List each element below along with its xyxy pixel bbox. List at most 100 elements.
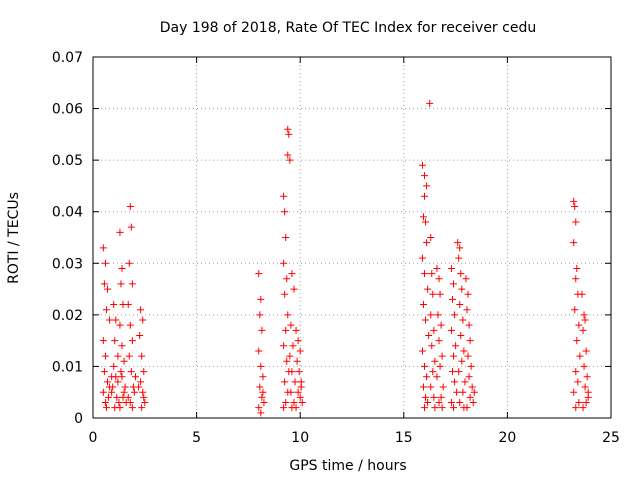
x-tick-label: 0 xyxy=(89,430,98,446)
data-point xyxy=(435,399,443,407)
data-point xyxy=(105,393,113,401)
data-point xyxy=(138,404,146,412)
data-point xyxy=(457,331,465,339)
data-point xyxy=(571,203,579,211)
data-point xyxy=(118,373,126,381)
data-point xyxy=(456,301,464,309)
data-point xyxy=(464,352,472,360)
x-axis-ticks: 0 5 10 15 20 25 xyxy=(89,57,620,446)
data-point xyxy=(126,321,134,329)
data-point xyxy=(459,316,467,324)
data-point xyxy=(138,352,146,360)
data-point xyxy=(583,373,591,381)
data-point xyxy=(140,368,148,376)
data-point xyxy=(125,352,133,360)
data-point xyxy=(255,404,263,412)
data-point xyxy=(452,342,460,350)
data-point xyxy=(463,404,471,412)
data-point xyxy=(581,316,589,324)
data-point xyxy=(448,368,456,376)
data-point xyxy=(106,316,114,324)
chart-title: Day 198 of 2018, Rate Of TEC Index for r… xyxy=(160,20,536,36)
y-tick-label: 0.02 xyxy=(52,308,83,324)
data-point xyxy=(431,404,439,412)
data-point xyxy=(104,378,112,386)
data-point xyxy=(281,290,289,298)
data-point xyxy=(579,326,587,334)
data-point xyxy=(571,306,579,314)
data-point xyxy=(450,404,458,412)
data-point xyxy=(141,399,149,407)
data-point xyxy=(422,316,430,324)
data-point xyxy=(421,362,429,370)
data-point xyxy=(127,368,135,376)
data-point xyxy=(117,280,125,288)
data-point xyxy=(112,373,120,381)
y-tick-label: 0.01 xyxy=(52,359,83,375)
data-point xyxy=(255,270,263,278)
data-point xyxy=(124,393,132,401)
data-point xyxy=(258,393,266,401)
data-point xyxy=(436,290,444,298)
y-tick-label: 0.04 xyxy=(52,205,83,221)
data-point xyxy=(128,337,136,345)
data-point xyxy=(287,321,295,329)
y-tick-label: 0 xyxy=(74,411,83,427)
data-point xyxy=(581,383,589,391)
data-point xyxy=(116,404,124,412)
data-point xyxy=(114,352,122,360)
data-point xyxy=(461,378,469,386)
data-point xyxy=(116,228,124,236)
data-point xyxy=(578,290,586,298)
data-point xyxy=(574,378,582,386)
data-point xyxy=(422,218,430,226)
data-point xyxy=(112,316,120,324)
data-point xyxy=(465,373,473,381)
data-point xyxy=(256,311,264,319)
data-point xyxy=(124,301,132,309)
data-point xyxy=(436,362,444,370)
data-points xyxy=(99,99,592,417)
data-point xyxy=(450,280,458,288)
data-point xyxy=(139,316,147,324)
data-point xyxy=(288,368,296,376)
data-point xyxy=(423,373,431,381)
data-point xyxy=(448,295,456,303)
data-point xyxy=(135,383,143,391)
data-point xyxy=(464,290,472,298)
data-point xyxy=(111,337,119,345)
data-point xyxy=(572,275,580,283)
data-point xyxy=(465,321,473,329)
x-tick-label: 25 xyxy=(602,430,620,446)
data-point xyxy=(285,130,293,138)
data-point xyxy=(418,161,426,169)
data-point xyxy=(136,331,144,339)
data-point xyxy=(292,326,300,334)
data-point xyxy=(570,388,578,396)
data-point xyxy=(99,244,107,252)
data-point xyxy=(580,362,588,370)
x-axis-label: GPS time / hours xyxy=(289,458,406,474)
data-point xyxy=(427,383,435,391)
data-point xyxy=(435,337,443,345)
data-point xyxy=(286,156,294,164)
data-point xyxy=(418,347,426,355)
data-point xyxy=(294,337,302,345)
data-point xyxy=(120,357,128,365)
data-point xyxy=(458,357,466,365)
data-point xyxy=(126,399,134,407)
data-point xyxy=(283,357,291,365)
data-point xyxy=(257,409,265,417)
data-point xyxy=(284,311,292,319)
data-point xyxy=(259,373,267,381)
data-point xyxy=(282,234,290,241)
data-point xyxy=(438,352,446,360)
data-point xyxy=(280,404,288,412)
data-point xyxy=(140,393,148,401)
data-point xyxy=(113,393,121,401)
data-point xyxy=(424,399,432,407)
data-point xyxy=(460,347,468,355)
x-tick-label: 20 xyxy=(498,430,516,446)
data-point xyxy=(258,326,266,334)
data-point xyxy=(437,393,445,401)
